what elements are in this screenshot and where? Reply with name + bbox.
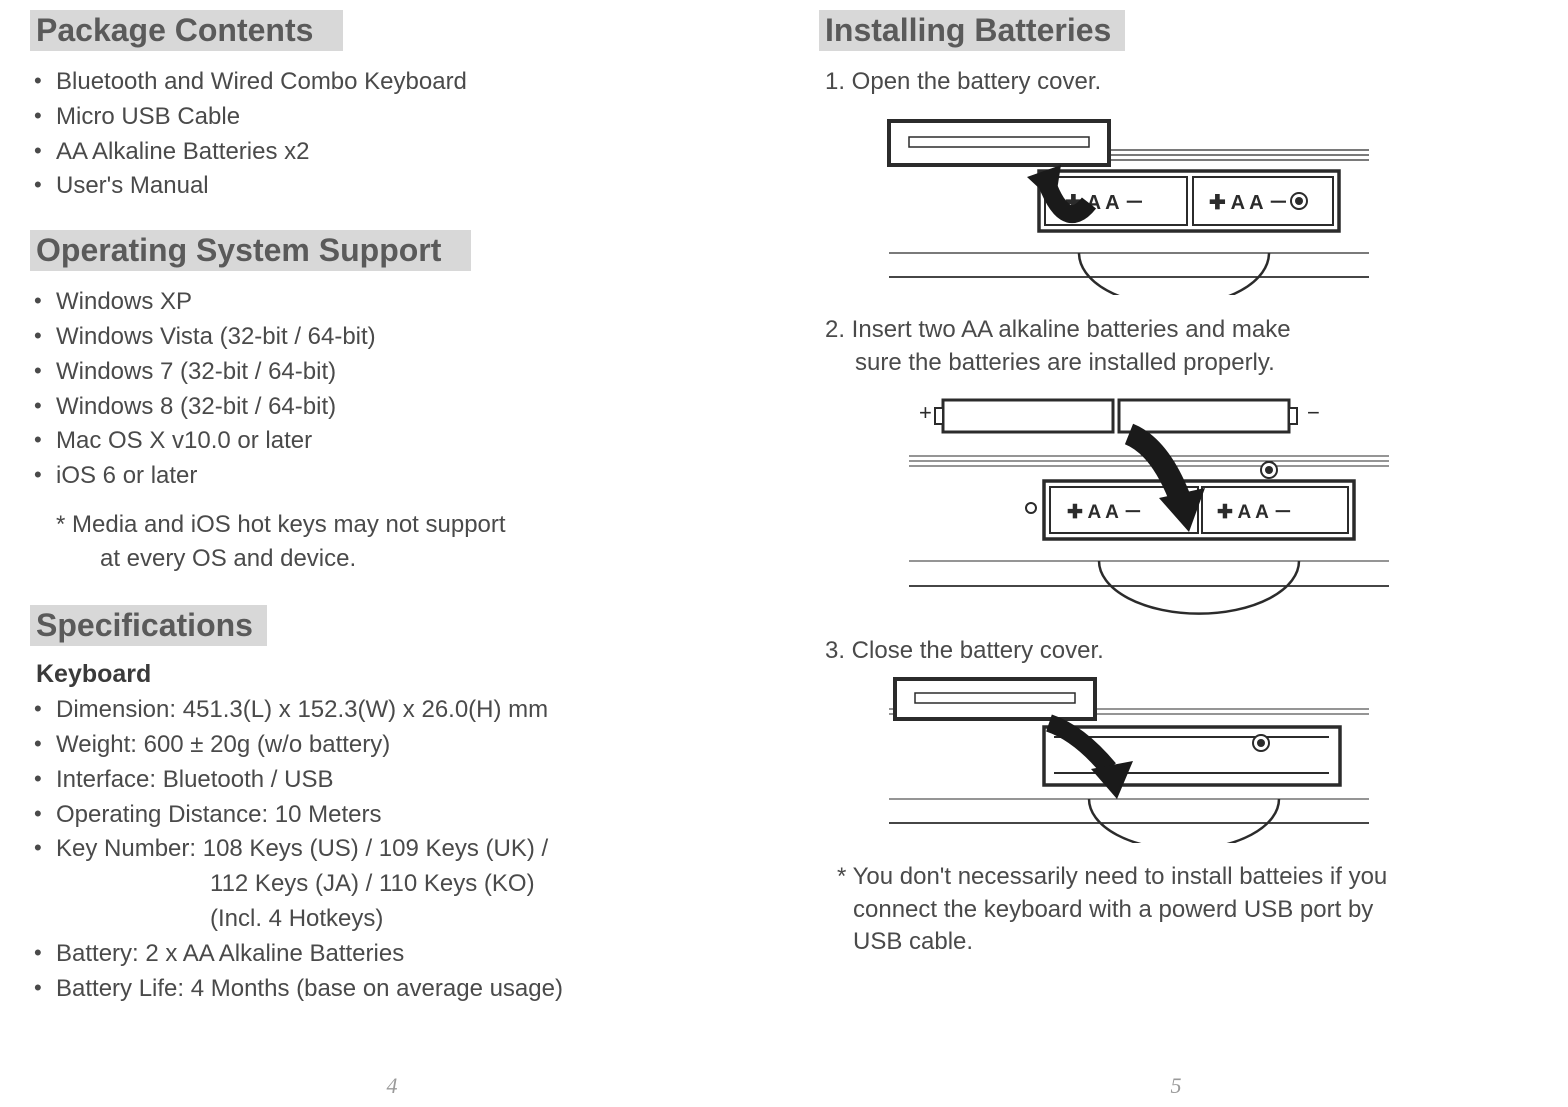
svg-text:+: +	[919, 400, 932, 425]
list-item: Windows 8 (32-bit / 64-bit)	[56, 390, 744, 425]
note-line: * Media and iOS hot keys may not support	[56, 511, 506, 538]
footnote-line: USB cable.	[837, 926, 1548, 958]
step-3: 3. Close the battery cover.	[819, 634, 1548, 668]
list-item: Mac OS X v10.0 or later	[56, 424, 744, 459]
spec-continuation: 112 Keys (JA) / 110 Keys (KO)	[30, 867, 744, 902]
step-text: 2. Insert two AA alkaline batteries and …	[825, 316, 1291, 343]
list-item: Battery Life: 4 Months (base on average …	[56, 972, 744, 1007]
heading-installing-batteries: Installing Batteries	[819, 10, 1125, 51]
diagram-close-cover	[849, 673, 1548, 843]
footnote-line: connect the keyboard with a powerd USB p…	[837, 894, 1548, 926]
heading-os-support: Operating System Support	[30, 230, 471, 271]
install-footnote: * You don't necessarily need to install …	[819, 861, 1548, 958]
step-1: 1. Open the battery cover.	[819, 65, 1548, 99]
list-item: User's Manual	[56, 169, 744, 204]
spec-list-2: Battery: 2 x AA Alkaline Batteries Batte…	[30, 937, 744, 1007]
list-item: Windows Vista (32-bit / 64-bit)	[56, 320, 744, 355]
footnote-line: * You don't necessarily need to install …	[837, 861, 1548, 893]
page-right: Installing Batteries 1. Open the battery…	[784, 0, 1568, 1107]
list-item: iOS 6 or later	[56, 459, 744, 494]
diagram-insert-batteries: + − ✚ A A － ✚ A A －	[849, 386, 1548, 616]
list-item: Bluetooth and Wired Combo Keyboard	[56, 65, 744, 100]
page-number-right: 5	[1171, 1073, 1182, 1099]
heading-package-contents: Package Contents	[30, 10, 343, 51]
list-item: Micro USB Cable	[56, 100, 744, 135]
svg-text:✚ A A －: ✚ A A －	[1217, 502, 1292, 523]
svg-text:−: −	[1307, 400, 1320, 425]
list-item: Weight: 600 ± 20g (w/o battery)	[56, 728, 744, 763]
list-item: Battery: 2 x AA Alkaline Batteries	[56, 937, 744, 972]
os-support-list: Windows XP Windows Vista (32-bit / 64-bi…	[30, 285, 744, 494]
heading-specifications: Specifications	[30, 605, 267, 646]
svg-text:✚ A A －: ✚ A A －	[1209, 192, 1288, 214]
spec-list: Dimension: 451.3(L) x 152.3(W) x 26.0(H)…	[30, 693, 744, 867]
page-left: Package Contents Bluetooth and Wired Com…	[0, 0, 784, 1107]
svg-text:✚ A A －: ✚ A A －	[1067, 502, 1142, 523]
list-item: Windows XP	[56, 285, 744, 320]
page-number-left: 4	[387, 1073, 398, 1099]
note-line: at every OS and device.	[56, 542, 744, 576]
spec-continuation: (Incl. 4 Hotkeys)	[30, 902, 744, 937]
list-item: Windows 7 (32-bit / 64-bit)	[56, 355, 744, 390]
list-item: Operating Distance: 10 Meters	[56, 798, 744, 833]
list-item: Dimension: 451.3(L) x 152.3(W) x 26.0(H)…	[56, 693, 744, 728]
step-text: sure the batteries are installed properl…	[825, 346, 1548, 380]
os-note: * Media and iOS hot keys may not support…	[30, 508, 744, 575]
package-contents-list: Bluetooth and Wired Combo Keyboard Micro…	[30, 65, 744, 204]
list-item: AA Alkaline Batteries x2	[56, 135, 744, 170]
step-2: 2. Insert two AA alkaline batteries and …	[819, 313, 1548, 380]
spec-subhead-keyboard: Keyboard	[30, 660, 744, 689]
diagram-open-cover: ✚ A A － ✚ A A －	[849, 105, 1548, 295]
list-item: Interface: Bluetooth / USB	[56, 763, 744, 798]
list-item: Key Number: 108 Keys (US) / 109 Keys (UK…	[56, 832, 744, 867]
